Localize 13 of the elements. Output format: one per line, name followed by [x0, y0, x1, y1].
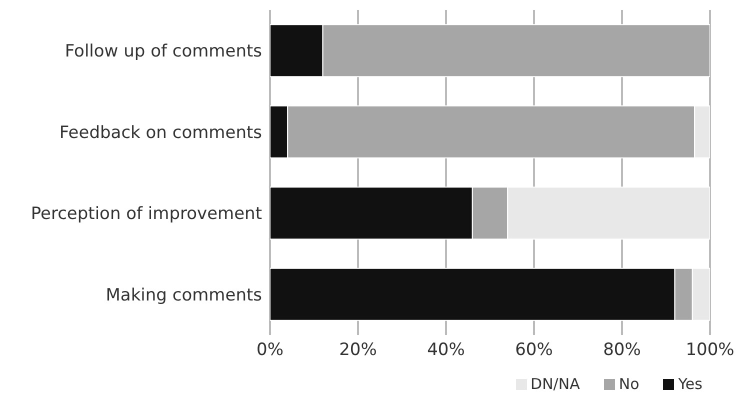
x-tick-label: 60% [515, 340, 553, 360]
legend-label: Yes [678, 375, 702, 393]
y-tick-label: Follow up of comments [64, 42, 262, 62]
legend-label: DN/NA [530, 375, 580, 393]
x-tick-label: 40% [427, 340, 465, 360]
x-tick-label: 20% [339, 340, 377, 360]
x-tick-label: 0% [256, 340, 284, 360]
y-tick-label: Feedback on comments [59, 122, 262, 143]
x-tick-label: 80% [603, 340, 641, 360]
x-tick-label: 100% [686, 340, 734, 360]
y-tick-label: Making comments [106, 285, 262, 306]
y-tick-label: Perception of improvement [30, 204, 262, 224]
legend-label: No [618, 375, 640, 393]
